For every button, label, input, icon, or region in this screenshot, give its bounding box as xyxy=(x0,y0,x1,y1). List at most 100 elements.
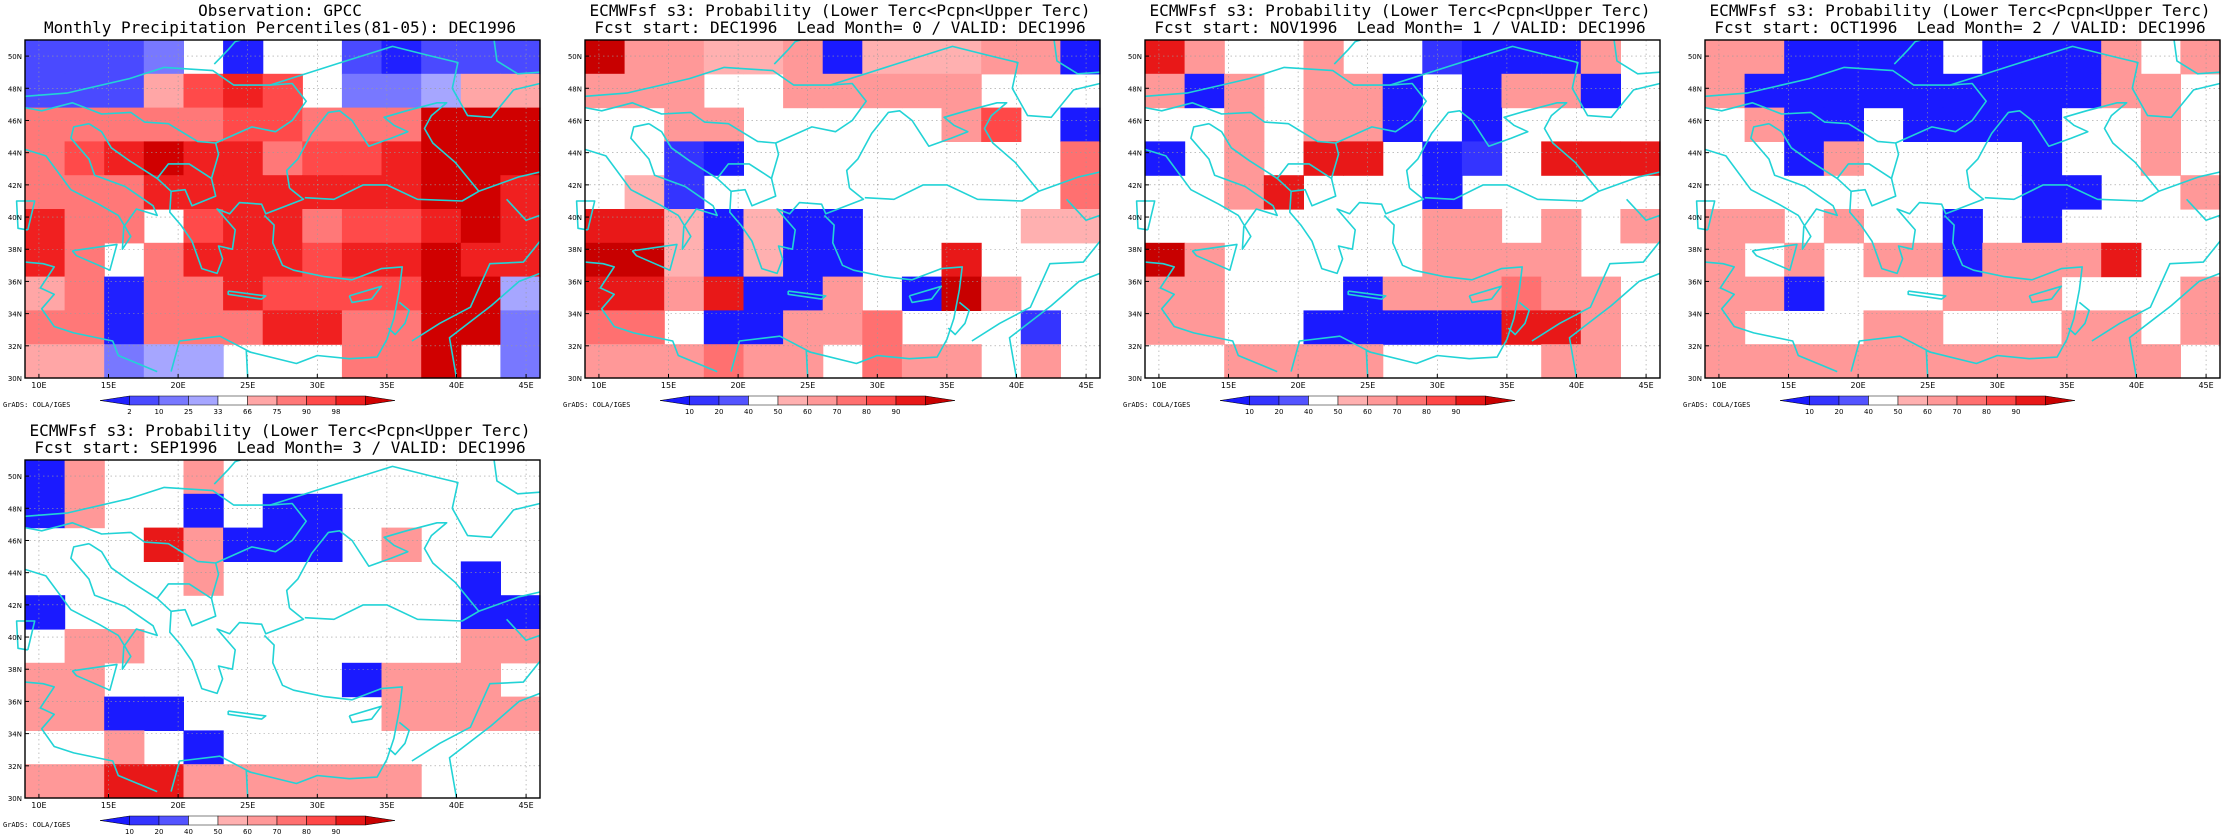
coastline xyxy=(2028,285,2063,304)
coastline xyxy=(1191,243,1238,272)
coastline xyxy=(493,39,541,75)
coastline xyxy=(24,681,158,793)
lat-tick-label: 30N xyxy=(8,375,22,383)
colorbar-swatch xyxy=(925,395,956,406)
grid-cell xyxy=(2180,40,2221,75)
colorbar-swatch xyxy=(129,395,160,406)
colorbar-label: 20 xyxy=(155,828,164,836)
colorbar-label: 25 xyxy=(184,408,193,416)
grid-cell xyxy=(262,493,303,529)
grid-cell xyxy=(2021,209,2063,244)
lat-tick-label: 34N xyxy=(1128,311,1142,319)
coastline xyxy=(1144,66,1428,144)
grid-cell xyxy=(664,344,705,379)
colorbar-swatch xyxy=(99,395,130,406)
coastline xyxy=(448,692,541,799)
colorbar-label: 60 xyxy=(243,828,252,836)
grid-cell xyxy=(1784,73,1825,109)
grid-cell xyxy=(703,310,744,345)
grid-cell xyxy=(624,209,665,244)
grid-cell xyxy=(862,310,903,345)
grid-cell xyxy=(624,276,665,311)
lat-tick-label: 36N xyxy=(1688,278,1702,286)
coastline xyxy=(88,543,305,695)
coastline xyxy=(493,459,541,495)
coastline xyxy=(829,45,1101,119)
colorbar-label: 90 xyxy=(892,408,901,416)
grads-credit: GrADS: COLA/IGES xyxy=(1683,401,1751,409)
grid-cell xyxy=(460,242,501,278)
grid-cell xyxy=(381,764,422,799)
lon-tick-label: 40E xyxy=(2129,381,2144,390)
colorbar-swatch xyxy=(1219,395,1250,406)
grid-cell xyxy=(183,73,224,109)
axis-ticks: 10E 15E 20E 25E 30E 35E 40E 45E 30N 32N 34N 36N 38N 4… xyxy=(1128,53,1654,390)
colorbar-label: 90 xyxy=(302,408,311,416)
grid-cell xyxy=(1744,344,1785,379)
grid-cell xyxy=(703,276,744,311)
coastline xyxy=(773,39,801,65)
grid-cell xyxy=(1784,40,1825,75)
coastline xyxy=(1531,240,1661,342)
grid-cell xyxy=(143,276,184,311)
grid-cell xyxy=(302,141,343,176)
coastline xyxy=(411,240,541,342)
coastline xyxy=(1626,198,1661,222)
coastline xyxy=(1598,171,1661,193)
coastlines xyxy=(575,39,1101,379)
grid-cell xyxy=(743,276,784,311)
grid-cell xyxy=(901,344,943,379)
grid-cell xyxy=(1942,209,1983,244)
grid-cell xyxy=(381,344,422,379)
colorbar-swatch xyxy=(1868,395,1899,406)
coastline xyxy=(1405,102,1600,202)
grid-cell xyxy=(64,40,105,75)
colorbar-label: 50 xyxy=(1894,408,1903,416)
colorbar-swatch xyxy=(188,395,219,406)
grid-cell xyxy=(1982,107,2023,142)
grid-cell xyxy=(1422,242,1463,278)
coastline xyxy=(227,290,267,300)
grid-cell xyxy=(500,595,541,630)
grid-cell xyxy=(143,310,184,345)
colorbar-label: 10 xyxy=(155,408,164,416)
grid-cell xyxy=(585,242,626,278)
lat-tick-label: 44N xyxy=(1128,150,1142,158)
grid-cell xyxy=(500,696,541,731)
grid-cell xyxy=(25,662,66,698)
colorbar-swatch xyxy=(1809,395,1840,406)
coastline xyxy=(348,705,383,724)
grid-cell xyxy=(2180,276,2221,311)
coastline xyxy=(971,240,1101,342)
shaded-cells xyxy=(25,40,541,379)
grid-cell xyxy=(262,107,303,142)
grid-cell xyxy=(25,764,66,799)
coastline xyxy=(2186,198,2221,222)
colorbar-swatch xyxy=(188,815,219,826)
coastline xyxy=(1135,200,1156,231)
grid-cell xyxy=(25,107,66,142)
lon-tick-label: 35E xyxy=(1499,381,1514,390)
grid-cell xyxy=(1020,344,1061,379)
grid-cell xyxy=(341,764,383,799)
grid-cell xyxy=(664,73,705,109)
lat-tick-label: 34N xyxy=(8,731,22,739)
coastline xyxy=(348,285,383,304)
grid-cell xyxy=(341,73,383,109)
coastline xyxy=(584,261,718,373)
grid-cell xyxy=(1541,141,1582,176)
colorbar-swatch xyxy=(807,395,838,406)
grid-cell xyxy=(143,242,184,278)
grid-cell xyxy=(624,40,665,75)
grid-cell xyxy=(822,242,863,278)
coastline xyxy=(245,349,251,379)
coastline xyxy=(71,663,118,692)
grid-cell xyxy=(2180,310,2221,345)
grid-cell xyxy=(585,40,626,75)
grid-cell xyxy=(1863,344,1904,379)
lat-tick-label: 42N xyxy=(568,182,582,190)
lat-tick-label: 48N xyxy=(1688,85,1702,93)
grid-cell xyxy=(341,662,383,698)
colorbar-swatch xyxy=(2045,395,2076,406)
coastline xyxy=(285,102,480,202)
